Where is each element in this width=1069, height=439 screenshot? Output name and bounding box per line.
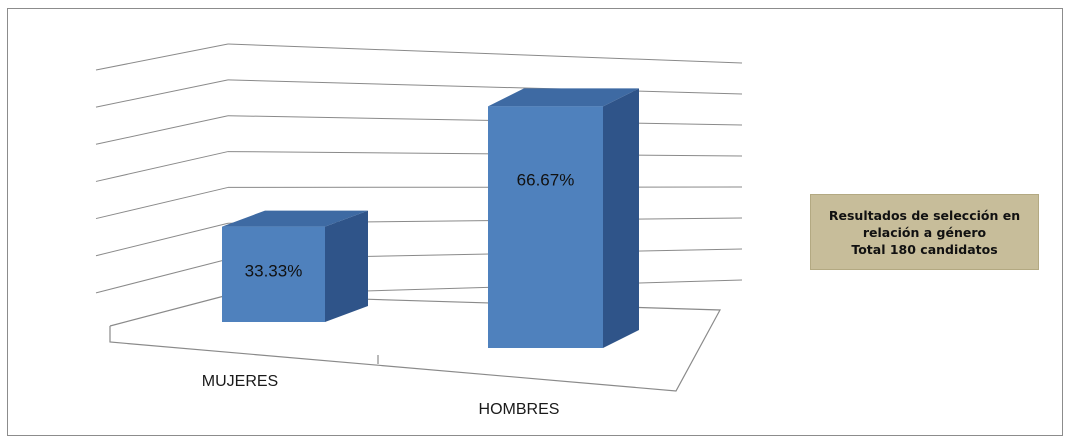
data-label-hombres: 66.67% <box>517 170 575 189</box>
category-label-hombres: HOMBRES <box>479 401 560 418</box>
side-gridline <box>95 222 229 257</box>
back-gridline <box>227 115 743 126</box>
data-label-mujeres: 33.33% <box>245 262 303 281</box>
note-line-1: Resultados de selección en <box>828 207 1021 223</box>
bar-side-hombres <box>603 88 639 348</box>
labels: 33.33% 66.67% MUJERES HOMBRES <box>202 170 575 418</box>
note-line-3: Total 180 candidatos <box>851 241 998 257</box>
chart-note-box: Resultados de selección en relación a gé… <box>810 194 1039 270</box>
bar-hombres <box>488 106 603 348</box>
side-gridline <box>95 186 229 220</box>
side-gridline <box>95 258 229 294</box>
bar-top-hombres <box>488 88 639 107</box>
bar-side-mujeres <box>325 210 368 322</box>
axes <box>109 294 721 392</box>
gridlines <box>95 43 743 296</box>
back-gridline <box>227 79 743 95</box>
bars <box>222 88 639 348</box>
back-gridline <box>227 151 743 157</box>
side-gridline <box>95 151 229 182</box>
bar-mujeres <box>222 226 325 322</box>
side-gridline <box>95 79 229 108</box>
note-line-2: relación a género <box>862 224 987 240</box>
side-gridline <box>95 43 229 71</box>
floor-outline <box>109 294 721 392</box>
back-gridline <box>227 43 743 64</box>
bar-top-mujeres <box>222 210 368 227</box>
category-label-mujeres: MUJERES <box>202 373 278 390</box>
side-gridline <box>95 115 229 145</box>
